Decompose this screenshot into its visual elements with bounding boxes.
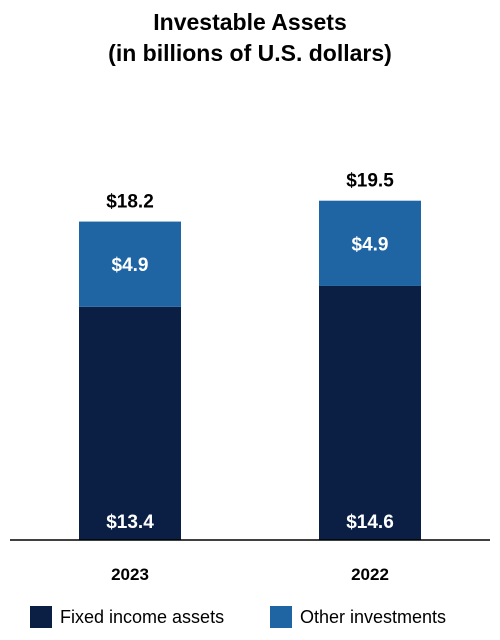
stacked-bar-chart: $13.4 $4.9 $18.2 2023 $14.6 $4.9 $19.5 2022 — [10, 171, 490, 584]
legend-item-other-investments: Other investments — [270, 606, 446, 628]
legend-item-fixed-income: Fixed income assets — [30, 606, 224, 628]
legend: Fixed income assets Other investments — [0, 606, 500, 636]
bar-2022-fixed-income — [319, 285, 421, 540]
chart-subtitle: (in billions of U.S. dollars) — [108, 40, 392, 66]
data-label-2023-other-investments: $4.9 — [112, 255, 149, 276]
data-label-2023-fixed-income: $13.4 — [106, 512, 154, 533]
x-tick-label-2022: 2022 — [351, 565, 389, 584]
data-label-2022-other-investments: $4.9 — [352, 234, 389, 255]
legend-swatch-fixed-income — [30, 606, 52, 628]
total-label-2023: $18.2 — [106, 192, 154, 213]
legend-swatch-other-investments — [270, 606, 292, 628]
x-tick-label-2023: 2023 — [111, 565, 149, 584]
bar-2022-other-investments — [319, 200, 421, 286]
bar-2023-other-investments — [79, 221, 181, 307]
total-label-2022: $19.5 — [346, 171, 394, 192]
chart-title: Investable Assets — [153, 9, 347, 35]
legend-label-other-investments: Other investments — [300, 606, 447, 627]
bar-2023-fixed-income — [79, 306, 181, 540]
data-label-2022-fixed-income: $14.6 — [346, 512, 394, 533]
legend-label-fixed-income: Fixed income assets — [60, 606, 225, 627]
